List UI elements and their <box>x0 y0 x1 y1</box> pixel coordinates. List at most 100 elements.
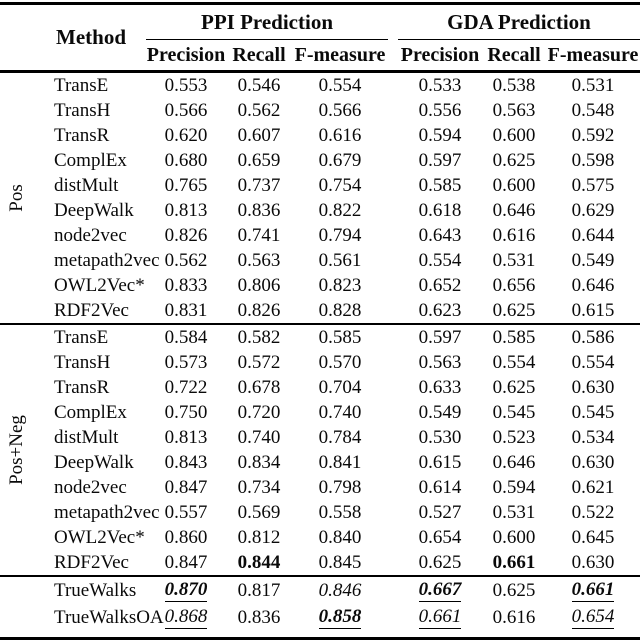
metric-value: 0.652 <box>418 274 462 296</box>
metric-cell: 0.834 <box>226 450 292 475</box>
metric-value: 0.616 <box>492 606 536 628</box>
metric-value: 0.817 <box>237 579 281 601</box>
metric-cell: 0.823 <box>292 273 388 298</box>
column-gap <box>388 323 399 350</box>
column-gap <box>388 298 398 324</box>
metric-cell: 0.531 <box>482 248 546 273</box>
metric-cell: 0.858 <box>292 604 388 639</box>
metric-cell: 0.870 <box>146 575 226 604</box>
table-row: metapath2vec 0.562 0.563 0.561 0.554 0.531 0.5… <box>0 248 640 273</box>
column-gap <box>388 375 398 400</box>
method-cell: ComplEx <box>54 401 127 423</box>
group-label-pos: Pos <box>0 72 34 325</box>
metric-value: 0.840 <box>318 526 362 548</box>
metric-cell: 0.817 <box>226 575 292 604</box>
metric-value: 0.847 <box>164 551 208 573</box>
metric-cell: 0.661 <box>398 604 482 639</box>
metric-value: 0.841 <box>318 451 362 473</box>
metric-value: 0.534 <box>571 426 615 448</box>
column-gap <box>388 350 398 375</box>
table-row: Pos TransE 0.553 0.546 0.554 0.533 0.538 0.531 <box>0 72 640 212</box>
method-cell: TransE <box>54 74 109 96</box>
metric-cell: 0.847 <box>146 475 226 500</box>
metric-value: 0.549 <box>418 401 462 423</box>
metric-cell: 0.630 <box>546 450 640 475</box>
metric-cell: 0.523 <box>482 425 546 450</box>
metric-cell: 0.656 <box>482 273 546 298</box>
column-gap <box>388 198 398 223</box>
metric-cell: 0.645 <box>546 525 640 550</box>
metric-value: 0.741 <box>237 224 281 246</box>
metric-cell: 0.600 <box>482 173 546 198</box>
column-gap <box>388 248 398 273</box>
metric-cell: 0.646 <box>482 198 546 223</box>
column-gap <box>388 148 398 173</box>
metric-cell: 0.840 <box>292 525 388 550</box>
metric-cell: 0.600 <box>482 525 546 550</box>
metric-cell: 0.554 <box>292 72 388 99</box>
metric-value: 0.592 <box>571 124 615 146</box>
metric-value: 0.812 <box>237 526 281 548</box>
metric-value: 0.822 <box>318 199 362 221</box>
metric-value: 0.530 <box>418 426 462 448</box>
column-gap <box>388 604 398 639</box>
metric-value: 0.765 <box>164 174 208 196</box>
metric-cell: 0.841 <box>292 450 388 475</box>
method-cell: TransH <box>54 99 111 121</box>
metric-cell: 0.554 <box>546 350 640 375</box>
column-gap <box>388 425 398 450</box>
table-header: Method PPI Prediction GDA Prediction Pre… <box>0 3 640 73</box>
metric-cell: 0.549 <box>398 400 482 425</box>
metric-cell: 0.614 <box>398 475 482 500</box>
metric-cell: 0.538 <box>482 72 546 99</box>
metric-value: 0.784 <box>318 426 362 448</box>
metric-cell: 0.620 <box>146 123 226 148</box>
metric-value: 0.836 <box>237 606 281 628</box>
column-gap <box>388 500 398 525</box>
metric-value: 0.654 <box>418 526 462 548</box>
metric-value: 0.549 <box>571 249 615 271</box>
metric-value: 0.806 <box>237 274 281 296</box>
table-body: Pos TransE 0.553 0.546 0.554 0.533 0.538 0.531 T… <box>0 72 640 576</box>
metric-value: 0.594 <box>418 124 462 146</box>
gda-recall-header: Recall <box>482 39 547 73</box>
metric-value: 0.533 <box>418 74 462 96</box>
metric-cell: 0.597 <box>398 323 483 350</box>
metric-cell: 0.625 <box>398 550 482 576</box>
metric-value: 0.633 <box>418 376 462 398</box>
method-cell: metapath2vec <box>54 249 160 271</box>
metric-value: 0.620 <box>164 124 208 146</box>
metric-value: 0.750 <box>164 401 208 423</box>
metric-value: 0.548 <box>571 99 615 121</box>
metric-cell: 0.680 <box>146 148 226 173</box>
metric-cell: 0.836 <box>226 198 292 223</box>
metric-value: 0.556 <box>418 99 462 121</box>
metric-value: 0.546 <box>237 74 281 96</box>
metric-value: 0.646 <box>492 199 536 221</box>
table-row: node2vec 0.826 0.741 0.794 0.643 0.616 0.644 <box>0 223 640 248</box>
metric-cell: 0.826 <box>226 298 292 324</box>
ppi-fmeasure-header: F-measure <box>292 39 389 73</box>
column-gap <box>388 575 399 604</box>
metric-value: 0.594 <box>492 476 536 498</box>
metric-cell: 0.646 <box>546 273 640 298</box>
table-row: OWL2Vec* 0.833 0.806 0.823 0.652 0.656 0.646 <box>0 273 640 298</box>
metric-cell: 0.644 <box>546 223 640 248</box>
metric-value: 0.554 <box>571 351 615 373</box>
metric-value: 0.573 <box>164 351 208 373</box>
metric-cell: 0.584 <box>146 323 226 350</box>
table-row: DeepWalk 0.813 0.836 0.822 0.618 0.646 0.629 <box>0 198 640 223</box>
column-gap <box>388 223 398 248</box>
metric-cell: 0.600 <box>482 123 546 148</box>
metric-value: 0.661 <box>418 606 462 629</box>
method-cell: TransH <box>54 351 111 373</box>
metric-cell: 0.597 <box>398 148 482 173</box>
metric-value: 0.575 <box>571 174 615 196</box>
metric-cell: 0.549 <box>546 248 640 273</box>
metric-cell: 0.654 <box>398 525 482 550</box>
metric-value: 0.846 <box>318 579 362 601</box>
metric-value: 0.600 <box>492 174 536 196</box>
metric-cell: 0.652 <box>398 273 482 298</box>
metric-cell: 0.625 <box>482 298 546 324</box>
metric-value: 0.734 <box>237 476 281 498</box>
